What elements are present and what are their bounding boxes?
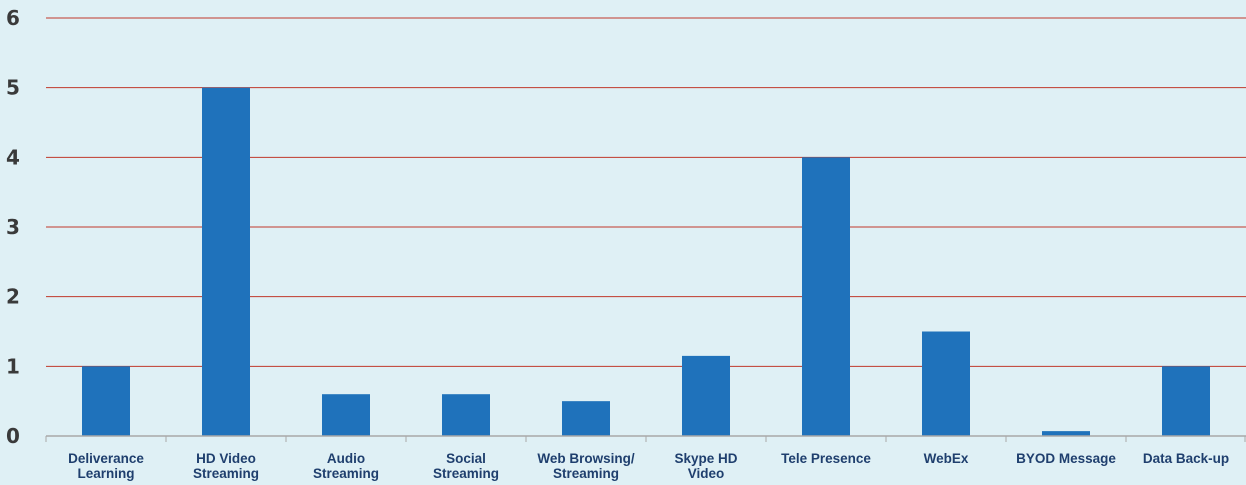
y-tick-label: 1 bbox=[6, 354, 20, 378]
x-tick-label: Tele Presence bbox=[781, 451, 871, 466]
bar bbox=[1162, 366, 1210, 436]
x-tick-label: Web Browsing/Streaming bbox=[537, 451, 635, 481]
x-tick-label-line: Web Browsing/ bbox=[537, 451, 635, 466]
y-tick-label: 4 bbox=[6, 145, 20, 169]
x-tick-label-line: Learning bbox=[77, 466, 134, 481]
bar bbox=[82, 366, 130, 436]
x-tick-label-line: Streaming bbox=[313, 466, 379, 481]
bar bbox=[922, 331, 970, 436]
bar bbox=[682, 355, 730, 436]
bar bbox=[322, 394, 370, 436]
x-tick-label-line: Deliverance bbox=[68, 451, 144, 466]
x-tick-label-line: Data Back-up bbox=[1143, 451, 1229, 466]
x-tick-label: Audio Streaming bbox=[313, 451, 379, 481]
x-tick-label-line: Tele Presence bbox=[781, 451, 871, 466]
x-tick-label-line: Social bbox=[446, 451, 486, 466]
x-tick-label-line: Skype HD bbox=[674, 451, 737, 466]
x-tick-label: Data Back-up bbox=[1143, 451, 1229, 466]
bar bbox=[562, 401, 610, 436]
x-tick-label-line: HD Video bbox=[196, 451, 256, 466]
x-axis bbox=[45, 435, 1246, 442]
bars bbox=[82, 87, 1210, 437]
bar bbox=[1042, 431, 1090, 436]
x-tick-label: Skype HD Video bbox=[674, 451, 737, 481]
x-tick-label-line: Streaming bbox=[553, 466, 619, 481]
bar bbox=[202, 87, 250, 437]
bar bbox=[442, 394, 490, 436]
bar bbox=[802, 157, 850, 437]
x-tick-label: Social Streaming bbox=[433, 451, 499, 481]
x-tick-label: BYOD Message bbox=[1016, 451, 1116, 466]
x-tick-label: Deliverance Learning bbox=[68, 451, 144, 481]
y-axis-ticks: 0 1 2 3 4 5 6 bbox=[6, 6, 20, 448]
x-tick-label-line: Streaming bbox=[433, 466, 499, 481]
y-tick-label: 2 bbox=[6, 285, 20, 309]
x-tick-label-line: WebEx bbox=[924, 451, 969, 466]
y-tick-label: 0 bbox=[6, 424, 20, 448]
y-tick-label: 3 bbox=[6, 215, 20, 239]
y-tick-label: 6 bbox=[6, 6, 20, 30]
x-tick-label-line: Audio bbox=[327, 451, 365, 466]
y-tick-label: 5 bbox=[6, 76, 20, 100]
x-tick-label-line: BYOD Message bbox=[1016, 451, 1116, 466]
x-tick-label-line: Streaming bbox=[193, 466, 259, 481]
x-tick-label: HD Video Streaming bbox=[193, 451, 259, 481]
x-tick-label-line: Video bbox=[688, 466, 725, 481]
x-tick-label: WebEx bbox=[924, 451, 969, 466]
